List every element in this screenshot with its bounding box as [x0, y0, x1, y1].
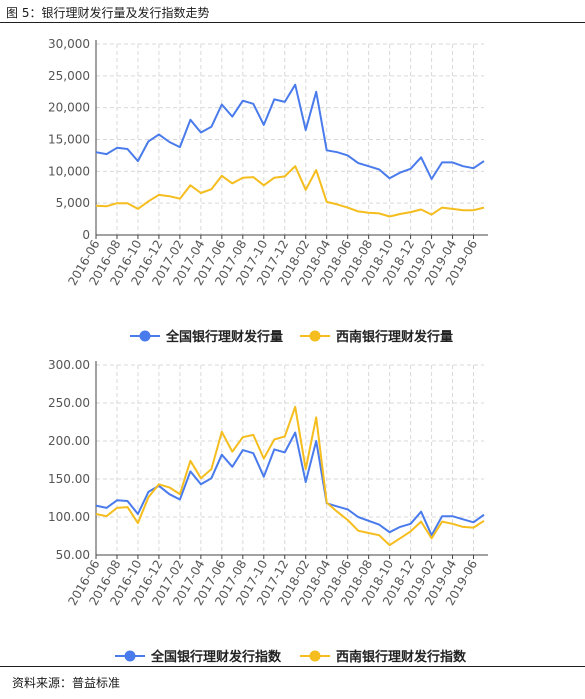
legend-label-1: 全国银行理财发行量	[165, 329, 283, 345]
series-line-1	[95, 431, 485, 537]
y-tick-label: 50.00	[56, 548, 90, 562]
series-line-1	[95, 83, 485, 180]
y-tick-label: 250.00	[48, 396, 90, 410]
series-line-2	[95, 405, 485, 547]
legend-label-1: 全国银行理财发行指数	[150, 649, 282, 665]
y-tick-label: 25,000	[48, 69, 90, 83]
y-tick-label: 30,000	[48, 37, 90, 51]
legend-marker-1	[139, 330, 151, 342]
y-tick-label: 5,000	[56, 196, 90, 210]
index-chart: 50.00100.00150.00200.00250.00300.002016-…	[48, 358, 488, 665]
y-tick-label: 0	[82, 228, 90, 242]
y-tick-label: 100.00	[48, 510, 90, 524]
y-tick-label: 150.00	[48, 472, 90, 486]
top-rule	[0, 22, 585, 23]
bottom-rule	[0, 666, 585, 667]
source-note: 资料来源：普益标准	[12, 676, 121, 690]
y-tick-label: 300.00	[48, 358, 90, 372]
y-tick-label: 10,000	[48, 164, 90, 178]
legend-marker-1	[124, 650, 136, 662]
legend-label-2: 西南银行理财发行量	[336, 329, 453, 345]
series-line-2	[95, 165, 485, 218]
legend-label-2: 西南银行理财发行指数	[336, 649, 467, 665]
figure-title: 图 5：银行理财发行量及发行指数走势	[6, 6, 210, 20]
y-tick-label: 200.00	[48, 434, 90, 448]
legend-marker-2	[309, 650, 321, 662]
y-tick-label: 15,000	[48, 133, 90, 147]
volume-chart: 05,00010,00015,00020,00025,00030,0002016…	[48, 37, 488, 345]
legend-marker-2	[309, 330, 321, 342]
y-tick-label: 20,000	[48, 101, 90, 115]
